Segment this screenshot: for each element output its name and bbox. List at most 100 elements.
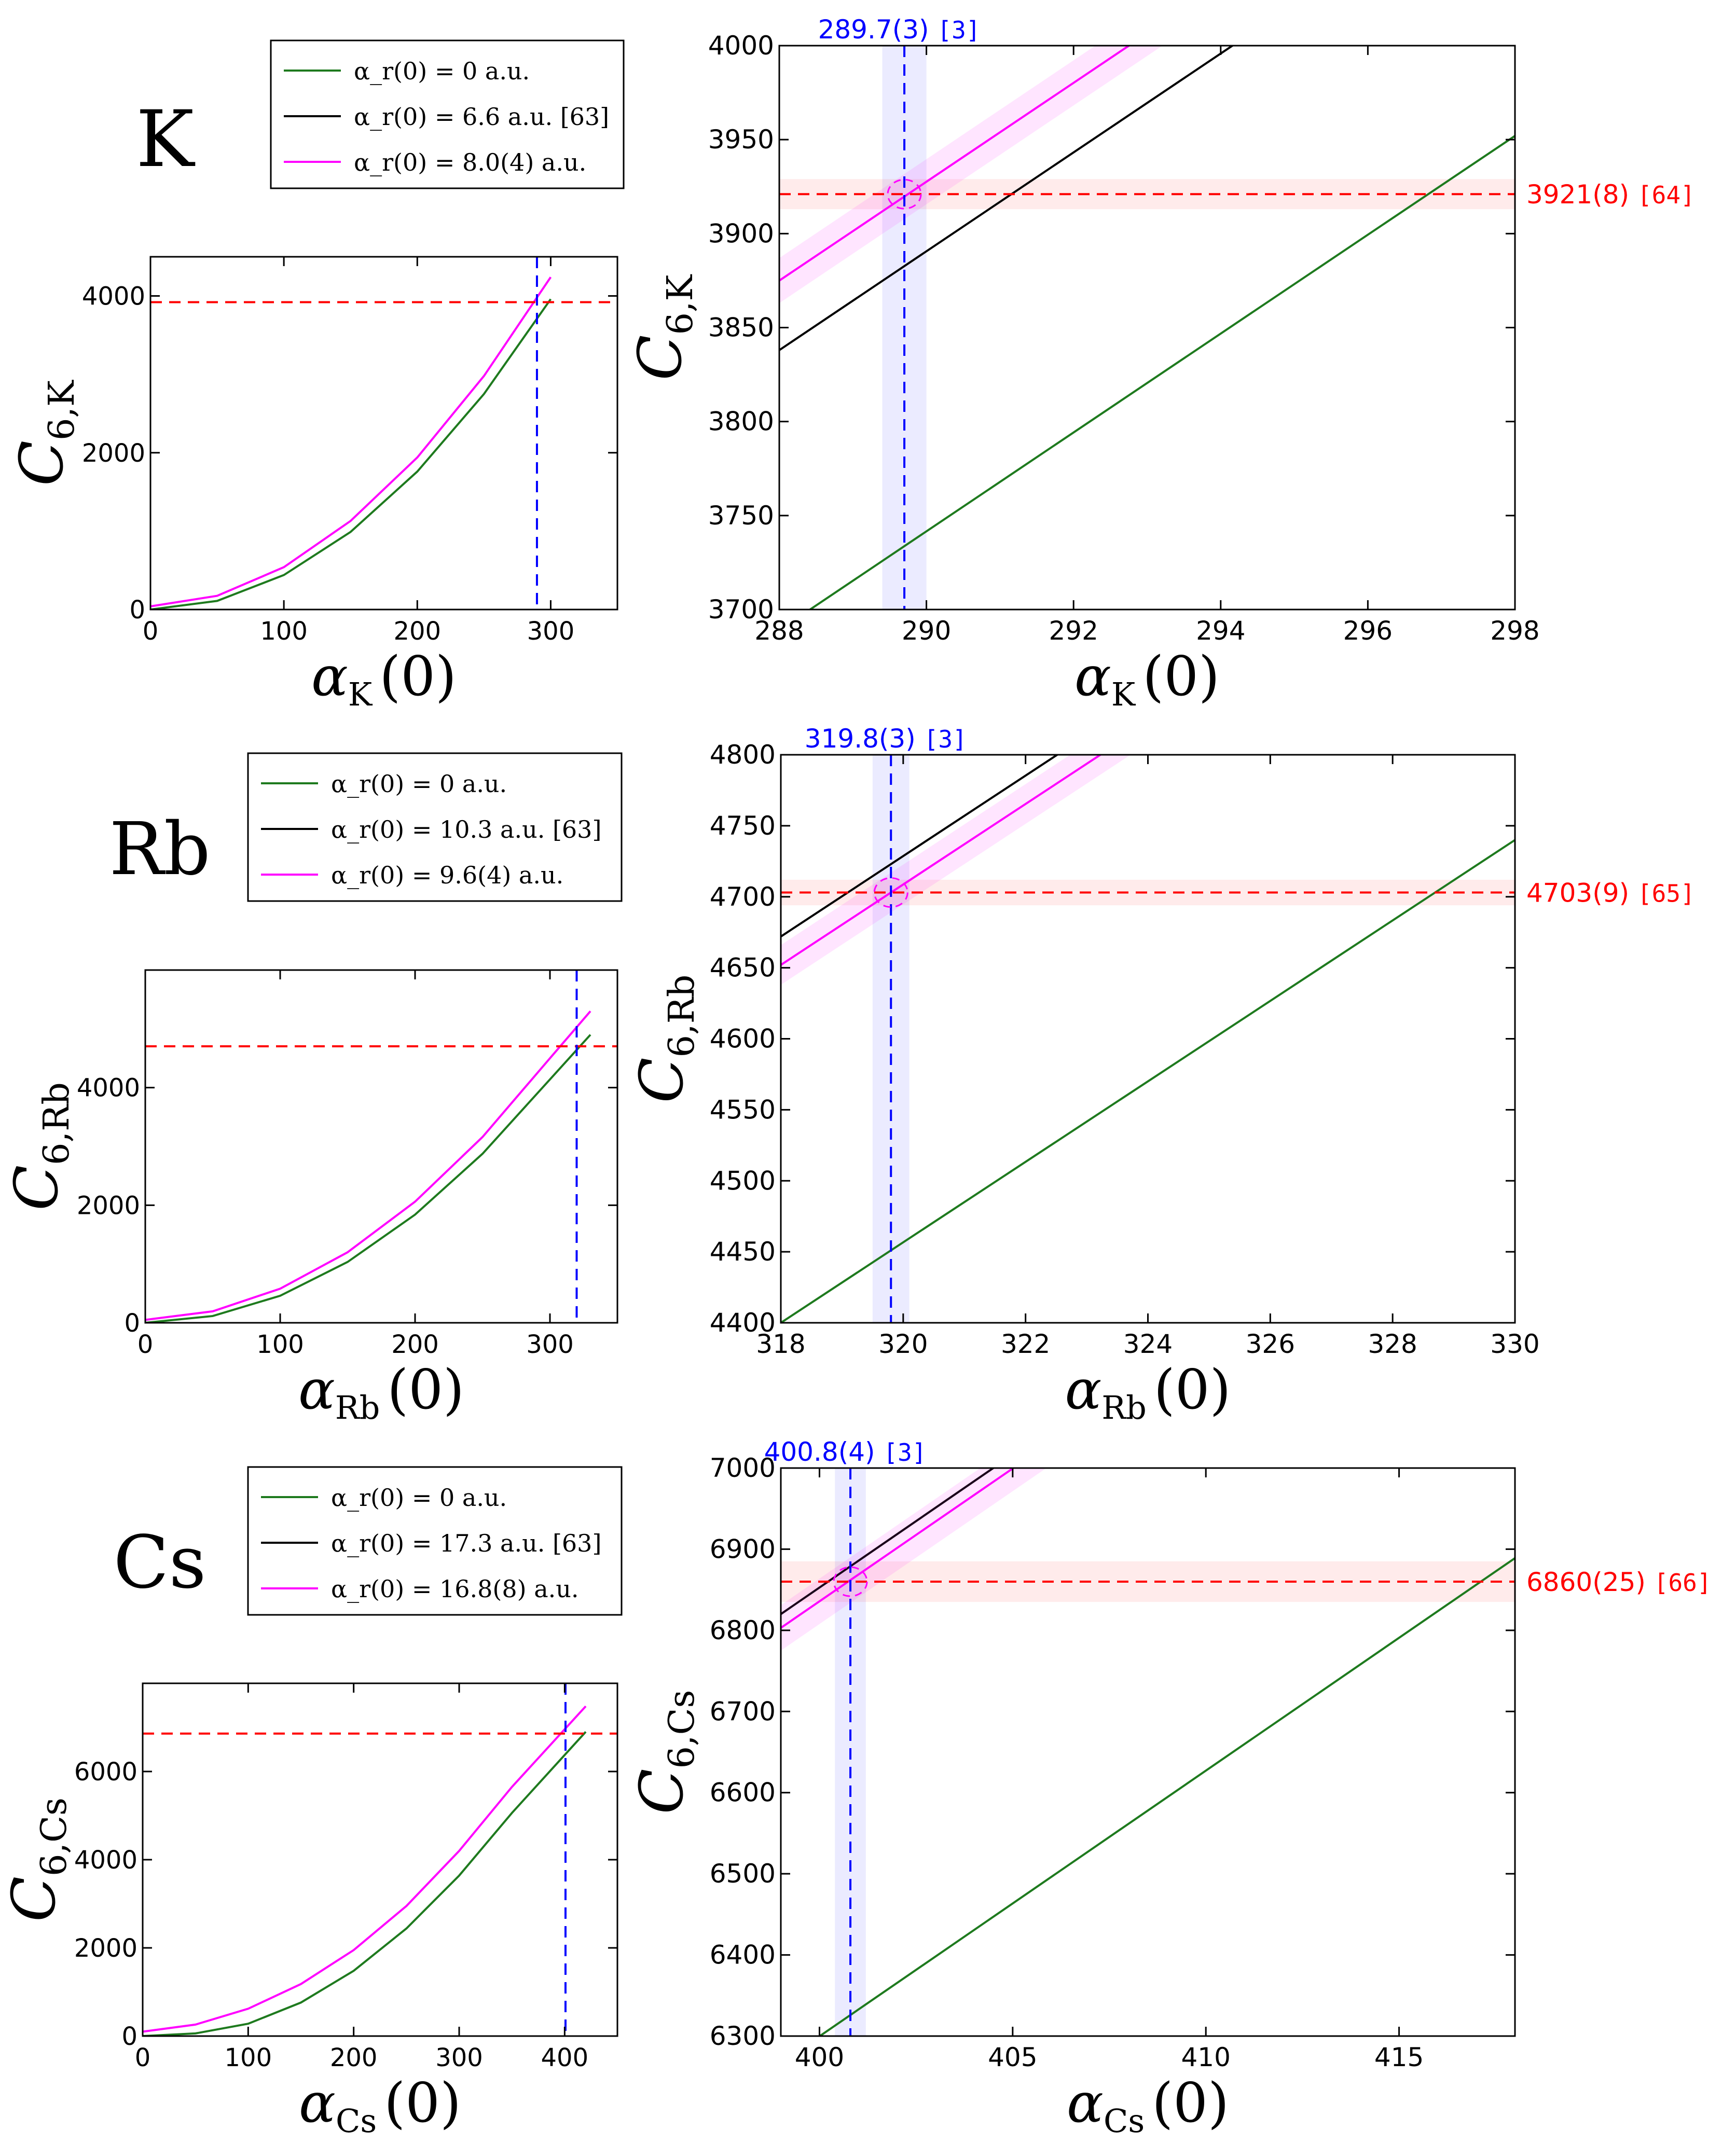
series-line-1 — [150, 276, 552, 607]
x-tick-label: 324 — [1123, 1329, 1173, 1359]
legend-entry: α_r(0) = 6.6 a.u. [63] — [354, 103, 609, 131]
x-tick-label: 298 — [1490, 616, 1539, 646]
y-axis-label: C6,K — [7, 380, 82, 486]
y-tick-label: 4650 — [710, 953, 776, 983]
x-tick-label: 415 — [1374, 2042, 1424, 2072]
y-tick-label: 3800 — [708, 407, 774, 437]
vline-annotation: 319.8(3) [3] — [805, 724, 967, 754]
legend-entry: α_r(0) = 9.6(4) a.u. — [331, 861, 563, 889]
x-tick-label: 300 — [527, 617, 575, 646]
series-line-0 — [818, 1557, 1515, 2036]
y-axis-label: C6,Rb — [627, 975, 702, 1103]
y-tick-label: 4000 — [708, 31, 774, 61]
y-tick-label: 6800 — [710, 1615, 776, 1645]
chart-rb-overview: 0 100 200 300 0 2000 4000 αRb (0) C6,Rb — [2, 969, 618, 1427]
y-tick-label: 6500 — [710, 1859, 776, 1889]
row-label-rb: Rb — [109, 807, 210, 892]
x-tick-label: 200 — [330, 2043, 378, 2072]
x-tick-label: 410 — [1181, 2042, 1230, 2072]
x-tick-label: 322 — [1001, 1329, 1050, 1359]
series-line-1 — [779, 46, 1235, 351]
y-tick-label: 3900 — [708, 218, 774, 248]
y-tick-label: 6700 — [710, 1696, 776, 1726]
legend-entry: α_r(0) = 17.3 a.u. [63] — [331, 1529, 601, 1557]
chart-cs-zoom: 400 405 410 415 6300 6400 6500 6600 6700 6800 6900… — [627, 1437, 1712, 2140]
axes-frame — [780, 1467, 1516, 2037]
series-line-1 — [143, 1705, 587, 2033]
y-tick-label: 4450 — [710, 1237, 776, 1267]
legend-cs: α_r(0) = 0 a.u. α_r(0) = 17.3 a.u. [63] α_… — [247, 1466, 623, 1616]
x-axis-label: αCs (0) — [299, 2071, 461, 2140]
series-line-0 — [145, 1034, 591, 1323]
y-tick-label: 4500 — [710, 1166, 776, 1196]
y-tick-label: 3950 — [708, 124, 774, 155]
vline-annotation: 289.7(3) [3] — [818, 15, 981, 45]
x-tick-label: 200 — [393, 617, 441, 646]
intersection-marker — [873, 877, 908, 908]
x-tick-label: 200 — [391, 1330, 439, 1359]
x-axis-label: αK (0) — [311, 645, 457, 713]
series-line-2 — [781, 755, 1103, 966]
y-tick-label: 3750 — [708, 501, 774, 531]
y-tick-label: 0 — [121, 2022, 137, 2051]
y-axis-label: C6,K — [626, 274, 701, 380]
y-tick-label: 0 — [124, 1309, 140, 1338]
plot-area — [779, 46, 1515, 610]
x-tick-label: 292 — [1049, 616, 1098, 646]
y-tick-label: 4400 — [710, 1308, 776, 1338]
series-line-0 — [143, 1731, 587, 2036]
x-tick-label: 100 — [260, 617, 308, 646]
legend-entry: α_r(0) = 0 a.u. — [331, 1484, 507, 1512]
x-axis-label: αRb (0) — [1065, 1358, 1231, 1427]
intersection-marker — [887, 178, 922, 210]
y-tick-label: 6400 — [710, 1940, 776, 1970]
vline-annotation: 400.8(4) [3] — [764, 1437, 927, 1467]
axes-frame — [149, 256, 618, 611]
y-tick-label: 4000 — [77, 1074, 140, 1103]
legend-entry: α_r(0) = 8.0(4) a.u. — [354, 148, 586, 176]
y-tick-label: 6300 — [710, 2021, 776, 2051]
series-line-0 — [781, 839, 1515, 1323]
series-line-2 — [779, 46, 1131, 282]
legend-box — [270, 39, 625, 189]
x-tick-label: 294 — [1196, 616, 1245, 646]
y-tick-label: 4800 — [710, 740, 776, 770]
hline-annotation: 4703(9) [65] — [1526, 878, 1695, 908]
y-tick-label: 3700 — [708, 594, 774, 625]
series-line-0 — [150, 298, 552, 610]
axes-frame — [144, 969, 618, 1324]
x-tick-label: 318 — [756, 1329, 805, 1359]
series-error-band — [779, 46, 1163, 303]
y-tick-label: 4700 — [710, 882, 776, 912]
legend-entry: α_r(0) = 16.8(8) a.u. — [331, 1575, 579, 1603]
y-tick-label: 2000 — [74, 1934, 137, 1963]
y-axis-label: C6,Rb — [2, 1082, 77, 1211]
legend-entry: α_r(0) = 0 a.u. — [354, 57, 530, 85]
x-tick-label: 100 — [225, 2043, 272, 2072]
series-line-0 — [808, 135, 1515, 610]
y-axis-label: C6,Cs — [0, 1797, 75, 1922]
plot-area — [150, 257, 617, 610]
x-tick-label: 330 — [1490, 1329, 1539, 1359]
x-axis-label: αK (0) — [1074, 645, 1220, 713]
x-tick-label: 100 — [256, 1330, 304, 1359]
y-axis-label: C6,Cs — [627, 1690, 702, 1815]
series-error-band — [781, 755, 1131, 985]
chart-k-overview: 0 100 200 300 0 2000 4000 αK (0) C6,K — [7, 256, 618, 713]
x-axis-label: αCs (0) — [1067, 2071, 1229, 2140]
hline-annotation: 6860(25) [66] — [1526, 1567, 1712, 1597]
y-tick-label: 4600 — [710, 1024, 776, 1054]
legend-box — [247, 1466, 623, 1616]
series-error-band — [781, 1468, 1046, 1651]
x-tick-label: 400 — [541, 2043, 589, 2072]
chart-rb-zoom: 318 320 322 324 326 328 330 4400 4450 4500 4550 460… — [627, 724, 1695, 1427]
row-label-k: K — [136, 94, 196, 185]
x-axis-label: αRb (0) — [298, 1358, 464, 1427]
plot-area — [143, 1683, 617, 2036]
legend-rb: α_r(0) = 0 a.u. α_r(0) = 10.3 a.u. [63] α_… — [247, 752, 623, 902]
x-tick-label: 400 — [795, 2042, 844, 2072]
series-line-1 — [781, 1468, 996, 1615]
